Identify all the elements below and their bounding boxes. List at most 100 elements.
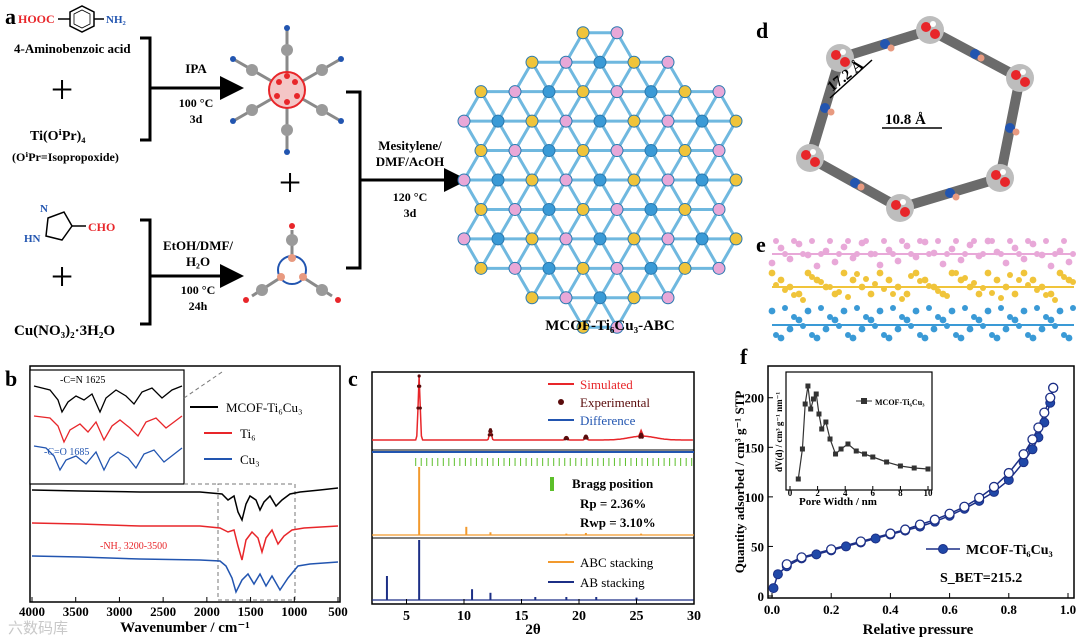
framework-node — [729, 114, 743, 128]
layer-atom — [831, 258, 839, 266]
layer-atom — [899, 314, 905, 320]
layer-atom — [917, 332, 923, 338]
layer-atom — [881, 238, 887, 244]
layer-atom — [813, 262, 821, 270]
layer-atom — [777, 276, 785, 284]
layer-atom — [845, 332, 851, 338]
pore-oxygen-atom — [1000, 177, 1010, 187]
framework-node — [491, 232, 505, 246]
framework-node — [559, 173, 573, 187]
ftir-legend-cu3: Cu₃ — [240, 452, 260, 467]
psd-point — [838, 446, 844, 452]
psd-point — [805, 383, 811, 389]
layer-atom — [989, 290, 995, 296]
framework-node — [627, 173, 641, 187]
sorption-desorption-point — [1039, 407, 1050, 418]
layer-atom — [831, 316, 839, 324]
framework-node — [610, 144, 624, 158]
ftir-inset-trace-ti6 — [33, 415, 183, 444]
framework-node — [474, 261, 488, 275]
ftir-x-label: Wavenumber / cm⁻¹ — [120, 620, 250, 636]
sorption-adsorption-point — [768, 583, 779, 594]
panel-label-e: e — [756, 232, 766, 257]
layer-atom — [773, 332, 779, 338]
framework-node — [576, 26, 590, 40]
psd-point — [884, 459, 890, 465]
cu3-cluster-model — [243, 223, 341, 303]
sorption-desorption-point — [796, 552, 807, 563]
layer-atom — [948, 245, 956, 253]
layer-atom — [971, 314, 977, 320]
layer-atom — [930, 325, 938, 333]
pxrd-rp: Rp = 2.36% — [580, 496, 646, 511]
layer-atom — [1025, 332, 1031, 338]
layer-atom — [809, 238, 815, 244]
framework-node — [525, 114, 539, 128]
layer-atom — [890, 305, 896, 311]
layer-atom — [939, 316, 947, 324]
framework-node — [661, 114, 675, 128]
ftir-legend-mcof: MCOF-Ti₆Cu₃ — [226, 400, 303, 415]
layer-atom — [903, 316, 911, 324]
layer-atom — [791, 314, 797, 320]
panel-label-b: b — [5, 366, 17, 391]
psd-point — [827, 436, 833, 442]
framework-node — [729, 232, 743, 246]
pxrd-legend-experimental: Experimental — [580, 395, 650, 410]
watermark: 六数码库 — [8, 620, 68, 637]
sorption-desorption-point — [855, 536, 866, 547]
layer-atom — [872, 281, 878, 287]
sorption-x-tick-label: 0.8 — [1001, 602, 1018, 617]
layer-atom — [993, 276, 1001, 284]
pxrd-axes-frame — [371, 371, 695, 605]
sorption-y-tick-label: 50 — [751, 539, 764, 554]
layer-atom — [1002, 259, 1010, 267]
psd-point — [802, 401, 808, 407]
layer-atom — [1052, 297, 1058, 303]
layer-atom — [867, 316, 875, 324]
framework-node — [559, 114, 573, 128]
sorption-x-tick-label: 1.0 — [1060, 602, 1076, 617]
layer-atom — [885, 246, 893, 254]
framework-node — [576, 261, 590, 275]
layer-atom — [881, 332, 887, 338]
framework-node — [712, 261, 726, 275]
layer-atom — [899, 238, 905, 244]
layer-atom — [1056, 247, 1064, 255]
layer-atom — [1043, 292, 1049, 298]
layer-atom — [1070, 279, 1076, 285]
layer-atom — [998, 295, 1004, 301]
sorption-x-tick-label: 0.4 — [882, 602, 899, 617]
framework-node — [593, 55, 607, 69]
pore-copper-atom — [857, 183, 865, 191]
pxrd-legend-difference: Difference — [580, 413, 636, 428]
sorption-desorption-point — [988, 481, 1000, 493]
layer-atom — [944, 293, 950, 299]
framework-node — [610, 261, 624, 275]
pxrd-experimental-point — [489, 429, 493, 433]
psd-tick-label: 8 — [898, 488, 903, 498]
framework-node — [457, 173, 471, 187]
layer-atom — [822, 325, 830, 333]
framework-node — [610, 85, 624, 99]
ftir-inset-trace-cu3 — [33, 445, 183, 472]
layer-atom — [957, 334, 965, 342]
sorption-desorption-point — [1033, 422, 1044, 433]
pore-copper-atom — [827, 108, 835, 116]
pxrd-experimental-point — [565, 437, 570, 441]
layer-atom — [849, 334, 857, 342]
psd-point — [795, 476, 801, 482]
pore-copper-atom — [952, 193, 960, 201]
sorption-desorption-point — [781, 559, 792, 570]
layer-atom — [1029, 240, 1037, 248]
plus-sign-1: + — [51, 67, 74, 112]
framework-node — [525, 55, 539, 69]
framework-node — [593, 232, 607, 246]
layer-atom — [975, 316, 983, 324]
layer-atom — [827, 314, 833, 320]
pxrd-experimental-point — [418, 406, 422, 410]
framework-node — [508, 261, 522, 275]
layer-atom — [953, 270, 959, 276]
sorption-adsorption-point — [811, 549, 822, 560]
layer-atom — [998, 305, 1004, 311]
